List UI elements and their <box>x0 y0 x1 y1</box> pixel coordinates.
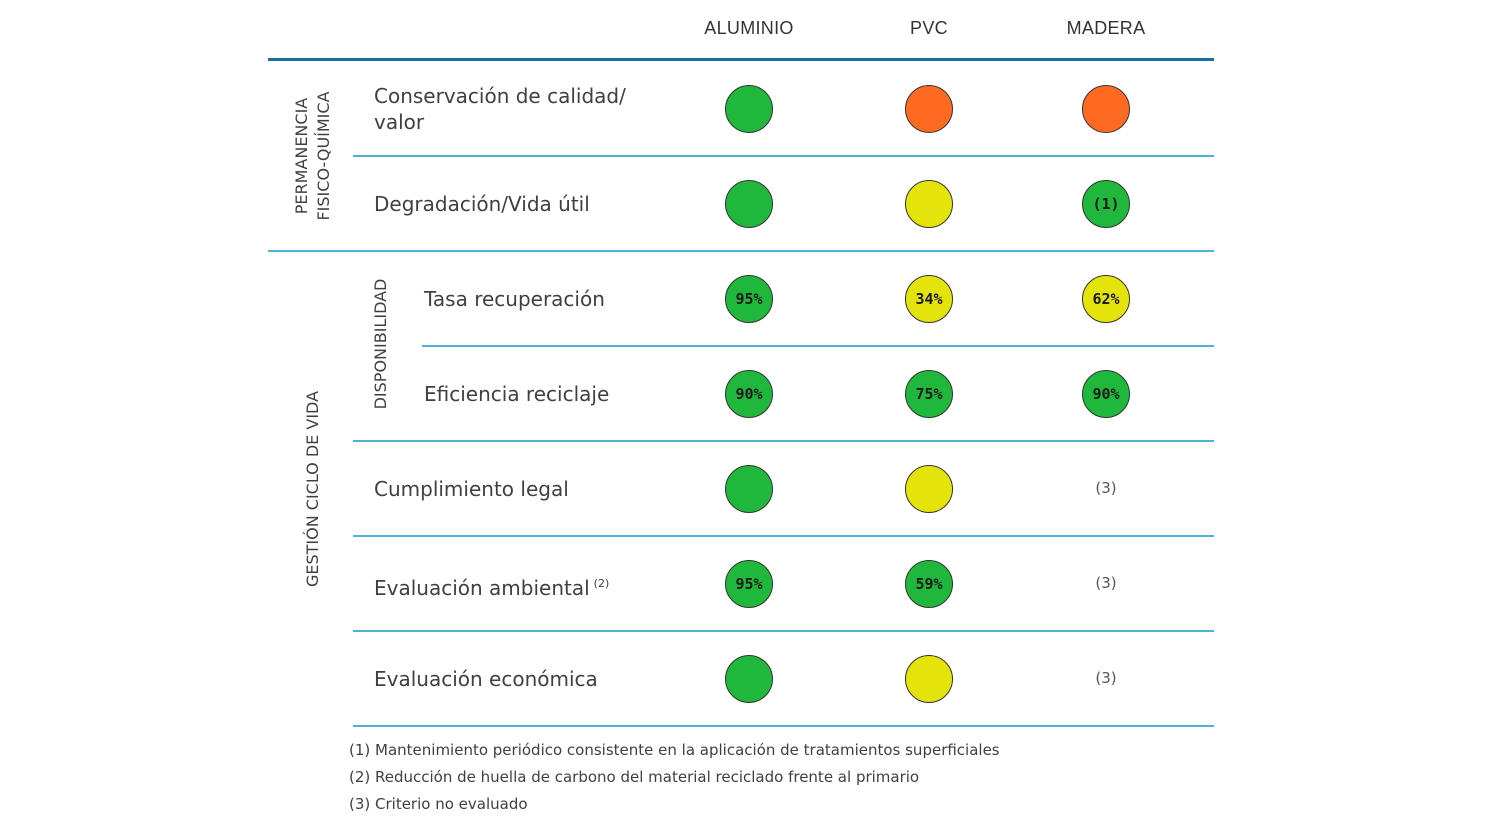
column-header-aluminio: ALUMINIO <box>704 18 794 38</box>
status-dot-yellow <box>905 464 953 513</box>
status-dot-orange <box>1082 84 1130 133</box>
row-divider <box>353 725 1214 727</box>
row-label-footnote-ref: (2) <box>593 576 610 590</box>
status-dot-value: 95% <box>735 574 763 593</box>
footnote-2: (2) Reducción de huella de carbono del m… <box>349 768 920 786</box>
group-label: PERMANENCIA FISICO-QUÍMICA <box>291 91 335 220</box>
status-dot-green: 90% <box>1082 369 1130 418</box>
not-evaluated-marker: (3) <box>1095 573 1117 592</box>
status-dot-green <box>725 654 773 703</box>
status-dot-value: 90% <box>735 384 763 403</box>
row-label-line: Evaluación económica <box>374 666 598 691</box>
status-dot-value: 59% <box>915 574 943 593</box>
status-dot-green: 95% <box>725 274 773 323</box>
group-label-line: GESTIÓN CICLO DE VIDA <box>303 390 322 587</box>
row-label-line: Cumplimiento legal <box>374 476 569 501</box>
row-divider <box>353 630 1214 632</box>
row-label-line: valor <box>374 109 425 134</box>
group-label: GESTIÓN CICLO DE VIDA <box>302 390 324 586</box>
row-label-line: Conservación de calidad/ <box>374 83 626 108</box>
column-header-madera: MADERA <box>1066 18 1146 38</box>
row-label: Tasa recuperación <box>424 286 724 312</box>
status-dot-green: (1) <box>1082 179 1130 228</box>
group-label-line: PERMANENCIA <box>292 97 311 215</box>
row-divider <box>353 155 1214 157</box>
status-dot-green <box>725 179 773 228</box>
row-label-line: Degradación/Vida útil <box>374 191 590 216</box>
status-dot-value: 95% <box>735 289 763 308</box>
status-dot-green: 59% <box>905 559 953 608</box>
footnote-3: (3) Criterio no evaluado <box>349 795 528 813</box>
status-dot-value: (1) <box>1092 194 1120 213</box>
row-label: Cumplimiento legal <box>374 476 674 502</box>
status-dot-yellow <box>905 654 953 703</box>
status-dot-green: 90% <box>725 369 773 418</box>
not-evaluated-marker: (3) <box>1095 668 1117 687</box>
status-dot-value: 34% <box>915 289 943 308</box>
column-header-pvc: PVC <box>910 18 948 38</box>
row-label: Degradación/Vida útil <box>374 191 674 217</box>
status-dot-yellow <box>905 179 953 228</box>
row-divider <box>353 440 1214 442</box>
row-divider <box>353 535 1214 537</box>
status-dot-green: 75% <box>905 369 953 418</box>
status-dot-yellow: 34% <box>905 274 953 323</box>
row-label: Evaluación ambiental (2) <box>374 571 674 601</box>
row-label: Conservación de calidad/valor <box>374 83 674 135</box>
row-divider <box>268 250 1214 252</box>
status-dot-value: 90% <box>1092 384 1120 403</box>
status-dot-value: 62% <box>1092 289 1120 308</box>
footnotes: (1) Mantenimiento periódico consistente … <box>349 738 1000 819</box>
status-dot-orange <box>905 84 953 133</box>
not-evaluated-marker: (3) <box>1095 478 1117 497</box>
row-label: Evaluación económica <box>374 666 674 692</box>
row-label-line: Tasa recuperación <box>424 286 605 311</box>
footnote-1: (1) Mantenimiento periódico consistente … <box>349 741 1000 759</box>
status-dot-green <box>725 84 773 133</box>
header-divider <box>268 58 1214 61</box>
row-divider <box>422 345 1214 347</box>
status-dot-yellow: 62% <box>1082 274 1130 323</box>
row-label-line: Evaluación ambiental <box>374 575 590 600</box>
row-label-line: Eficiencia reciclaje <box>424 381 610 406</box>
row-label: Eficiencia reciclaje <box>424 381 724 407</box>
group-label-line: FISICO-QUÍMICA <box>314 91 333 221</box>
subgroup-label: DISPONIBILIDAD <box>371 278 390 410</box>
status-dot-green: 95% <box>725 559 773 608</box>
status-dot-green <box>725 464 773 513</box>
status-dot-value: 75% <box>915 384 943 403</box>
